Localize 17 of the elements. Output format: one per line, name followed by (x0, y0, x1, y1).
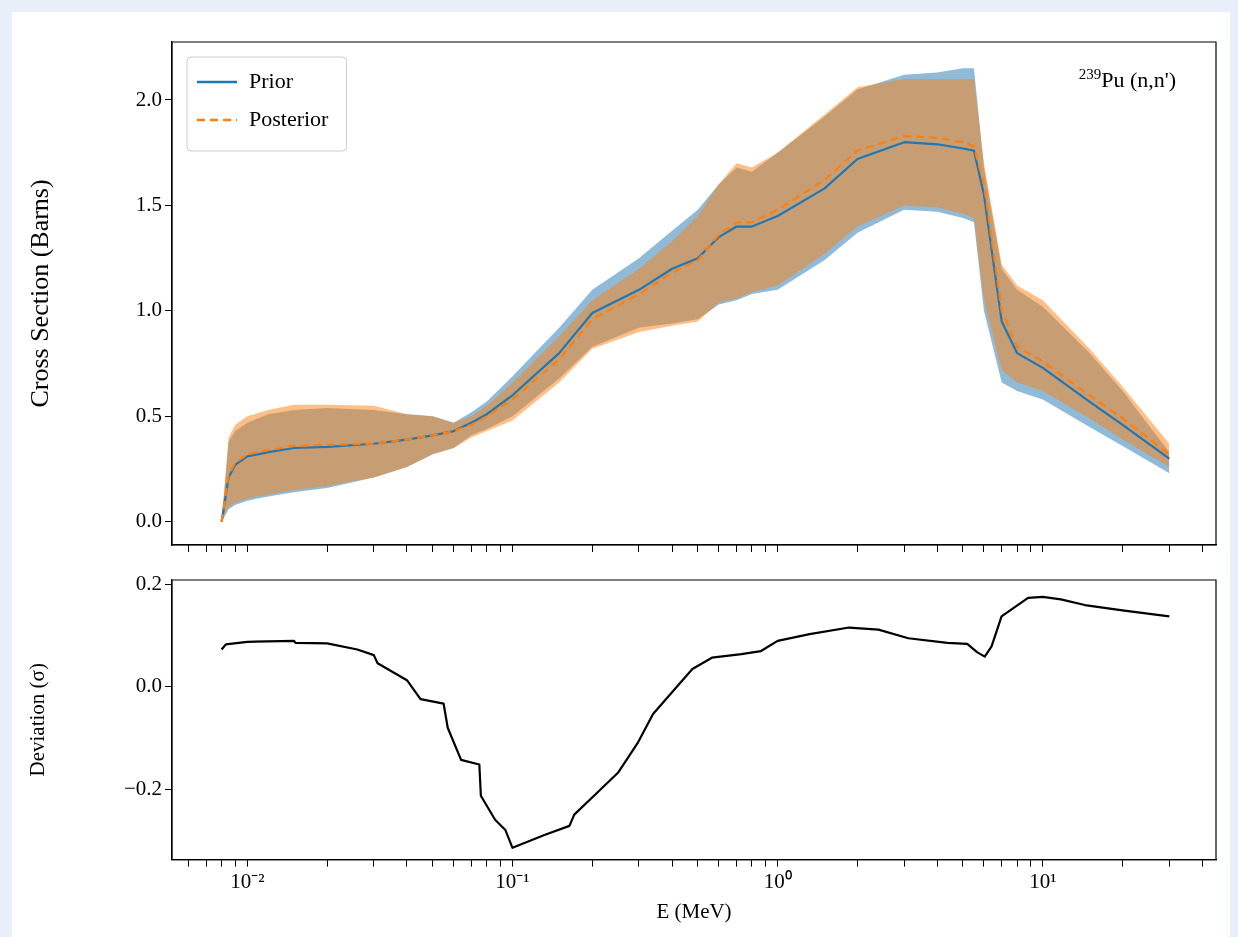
y-tick-label: 1.0 (135, 297, 162, 322)
x-tick-label: 10⁻¹ (495, 868, 530, 893)
legend-label: Posterior (249, 105, 330, 131)
legend-label: Prior (249, 67, 294, 93)
y-axis-title: Deviation (σ) (25, 663, 50, 777)
x-tick-label: 10⁻² (230, 868, 265, 893)
y-tick-label: 0.0 (135, 673, 162, 698)
x-axis-title: E (MeV) (656, 898, 732, 923)
y-tick-label: 1.5 (135, 191, 162, 216)
y-axis-title: Cross Section (Barns) (25, 179, 55, 408)
y-tick-label: 2.0 (135, 86, 162, 111)
y-tick-label: 0.0 (135, 508, 162, 533)
x-tick-label: 10¹ (1029, 868, 1057, 893)
y-tick-label: 0.5 (135, 402, 162, 427)
x-tick-label: 10⁰ (763, 868, 792, 893)
y-tick-label: −0.2 (123, 775, 162, 800)
y-tick-label: 0.2 (135, 571, 162, 596)
